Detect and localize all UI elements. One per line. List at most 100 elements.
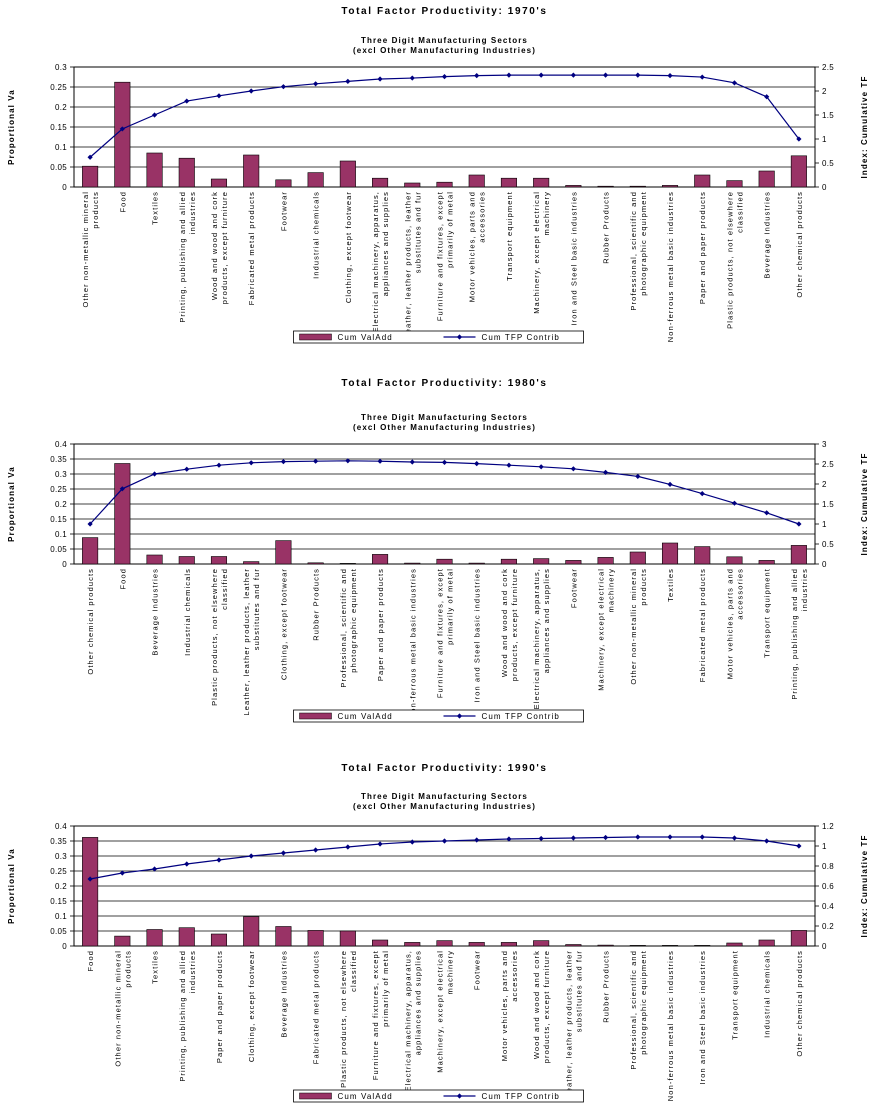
x-tick-label: primarily of metal bbox=[446, 191, 455, 268]
bar bbox=[404, 182, 421, 188]
y-tick-label: 0.1 bbox=[55, 530, 67, 539]
x-tick-label: Leather, leather products, leather bbox=[242, 568, 251, 715]
bar bbox=[404, 562, 421, 565]
x-tick-label: Printing, publishing and allied bbox=[178, 191, 187, 323]
x-tick-label: Machinery, except electrical bbox=[597, 568, 606, 691]
bar bbox=[210, 556, 228, 565]
x-tick-label: machinery bbox=[446, 950, 455, 995]
y-tick-label: 0.05 bbox=[50, 927, 67, 936]
bar bbox=[500, 942, 517, 947]
x-tick-label: Professional, scientific and bbox=[629, 950, 638, 1070]
bar bbox=[178, 157, 195, 188]
y2-tick-label: 0.5 bbox=[822, 159, 834, 168]
x-tick-label: Furniture and fixtures, except bbox=[436, 191, 445, 321]
chart-title: Total Factor Productivity: 1980's bbox=[341, 378, 547, 389]
tfp-point bbox=[538, 835, 544, 842]
tfp-point bbox=[441, 838, 448, 844]
tfp-point bbox=[474, 837, 480, 843]
bar bbox=[178, 927, 195, 947]
legend-label-line: Cum TFP Contrib bbox=[482, 712, 560, 721]
bar bbox=[726, 180, 743, 188]
bar bbox=[339, 563, 356, 565]
bar bbox=[758, 939, 775, 947]
x-tick-label: accessories bbox=[735, 568, 744, 620]
y2-tick-label: 1.5 bbox=[822, 111, 834, 120]
y2-tick-label: 0 bbox=[822, 183, 827, 192]
tfp-point bbox=[280, 459, 287, 465]
bar bbox=[82, 837, 99, 947]
x-tick-label: appliances and supplies bbox=[413, 950, 422, 1055]
x-tick-label: Iron and Steel basic industries bbox=[473, 568, 482, 703]
bar bbox=[726, 556, 743, 565]
x-tick-label: Non-ferrous metal basic industries bbox=[666, 191, 675, 342]
x-tick-label: Non-ferrous metal basic industries bbox=[666, 950, 675, 1101]
tfp-point bbox=[441, 74, 448, 80]
x-tick-label: Professional, scientific and bbox=[629, 191, 638, 311]
y2-tick-label: 0.4 bbox=[822, 902, 834, 911]
tfp-point bbox=[345, 78, 351, 84]
chart-subtitle: Three Digit Manufacturing Sectors bbox=[361, 36, 528, 45]
tfp-point bbox=[731, 80, 738, 86]
bar bbox=[146, 554, 163, 565]
legend-label-bar: Cum ValAdd bbox=[338, 1092, 393, 1101]
y-tick-label: 0.1 bbox=[55, 912, 67, 921]
x-tick-label: Iron and Steel basic industries bbox=[698, 950, 707, 1085]
chart-2: Total Factor Productivity: 1980's Three D… bbox=[7, 378, 869, 723]
x-tick-label: Fabricated metal products bbox=[698, 568, 707, 682]
tfp-point bbox=[119, 486, 125, 492]
chart-3: Total Factor Productivity: 1990's Three D… bbox=[7, 763, 869, 1103]
bar bbox=[82, 165, 99, 188]
y-tick-label: 0.3 bbox=[55, 63, 67, 72]
tfp-point bbox=[216, 93, 222, 99]
tfp-point bbox=[313, 81, 319, 87]
y-tick-label: 0 bbox=[62, 942, 67, 951]
x-tick-label: products bbox=[91, 191, 100, 229]
x-tick-label: Wood and wood and cork bbox=[210, 191, 219, 300]
chart-subtitle: (excl Other Manufacturing Industries) bbox=[353, 423, 536, 432]
y-axis-label: Proportional Va bbox=[7, 89, 16, 165]
bar bbox=[210, 178, 228, 188]
bar bbox=[339, 930, 356, 947]
bar bbox=[210, 933, 228, 947]
bar bbox=[275, 540, 292, 565]
bar bbox=[661, 945, 679, 947]
x-tick-label: classified bbox=[349, 950, 358, 992]
y-axis-label: Proportional Va bbox=[7, 466, 16, 542]
x-tick-label: Transport equipment bbox=[763, 568, 772, 658]
bar bbox=[694, 546, 711, 565]
tfp-point bbox=[570, 72, 576, 78]
x-tick-label: industries bbox=[188, 191, 197, 234]
tfp-point bbox=[377, 841, 383, 847]
y-tick-label: 0.2 bbox=[55, 882, 67, 891]
x-tick-label: Footwear bbox=[569, 568, 578, 608]
x-tick-label: accessories bbox=[510, 950, 519, 1002]
tfp-point bbox=[602, 469, 609, 475]
tfp-point bbox=[474, 461, 480, 467]
tfp-point bbox=[87, 876, 93, 882]
bar bbox=[533, 558, 550, 565]
tfp-point bbox=[119, 870, 125, 876]
tfp-point bbox=[635, 473, 641, 479]
bar bbox=[275, 926, 292, 947]
x-tick-label: Electrical machinery, apparatus, bbox=[532, 568, 541, 709]
x-tick-label: Machinery, except electrical bbox=[436, 950, 445, 1073]
tfp-point bbox=[699, 834, 705, 840]
x-tick-label: Wood and wood and cork bbox=[500, 568, 509, 677]
tfp-point bbox=[409, 839, 415, 845]
bar bbox=[339, 160, 356, 188]
tfp-point bbox=[506, 72, 512, 78]
y-tick-label: 0.4 bbox=[55, 822, 67, 831]
y-tick-label: 0.2 bbox=[55, 103, 67, 112]
bar bbox=[629, 185, 646, 188]
y-tick-label: 0.15 bbox=[50, 897, 67, 906]
bar bbox=[597, 944, 614, 947]
bar bbox=[243, 916, 260, 947]
x-tick-label: Textiles bbox=[151, 191, 160, 225]
x-tick-label: appliances and supplies bbox=[381, 191, 390, 296]
x-tick-label: Footwear bbox=[473, 950, 482, 990]
bar bbox=[307, 172, 324, 188]
x-tick-label: classified bbox=[735, 191, 744, 233]
y-tick-label: 0.15 bbox=[50, 515, 67, 524]
tfp-point bbox=[538, 72, 544, 78]
tfp-point bbox=[151, 866, 158, 872]
